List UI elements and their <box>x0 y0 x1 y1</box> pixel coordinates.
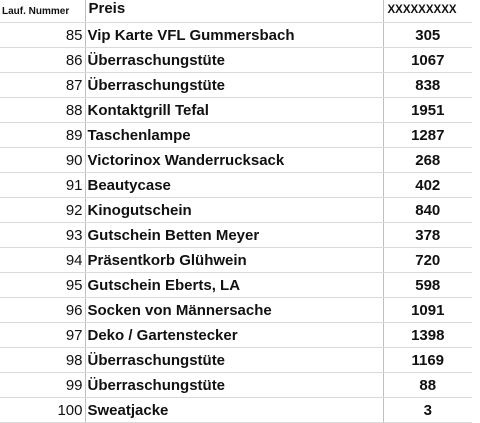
table-row: 98 Überraschungstüte 1169 <box>0 347 472 373</box>
cell-prize[interactable]: Deko / Gartenstecker <box>85 322 384 348</box>
cell-prize[interactable]: Gutschein Betten Meyer <box>85 222 384 248</box>
cell-value[interactable]: 88 <box>383 372 472 398</box>
cell-value[interactable]: 305 <box>383 22 472 48</box>
cell-prize[interactable]: Victorinox Wanderrucksack <box>85 147 384 173</box>
cell-number[interactable]: 86 <box>0 47 86 73</box>
table-row: 87 Überraschungstüte 838 <box>0 72 472 98</box>
table-row: 95 Gutschein Eberts, LA 598 <box>0 272 472 298</box>
table-row: 97 Deko / Gartenstecker 1398 <box>0 322 472 348</box>
cell-prize[interactable]: Überraschungstüte <box>85 347 384 373</box>
cell-number[interactable]: 87 <box>0 72 86 98</box>
cell-number[interactable]: 92 <box>0 197 86 223</box>
cell-prize[interactable]: Gutschein Eberts, LA <box>85 272 384 298</box>
cell-number[interactable]: 93 <box>0 222 86 248</box>
cell-value[interactable]: 840 <box>383 197 472 223</box>
cell-number[interactable]: 88 <box>0 97 86 123</box>
cell-prize[interactable]: Überraschungstüte <box>85 47 384 73</box>
table-row: 99 Überraschungstüte 88 <box>0 372 472 398</box>
cell-prize[interactable]: Überraschungstüte <box>85 72 384 98</box>
cell-value[interactable]: 1951 <box>383 97 472 123</box>
table-row: 85 Vip Karte VFL Gummersbach 305 <box>0 22 472 48</box>
header-lauf-nummer[interactable]: Lauf. Nummer <box>0 0 86 23</box>
cell-number[interactable]: 96 <box>0 297 86 323</box>
table-row: 88 Kontaktgrill Tefal 1951 <box>0 97 472 123</box>
table-row: 96 Socken von Männersache 1091 <box>0 297 472 323</box>
table-row: 90 Victorinox Wanderrucksack 268 <box>0 147 472 173</box>
cell-prize[interactable]: Überraschungstüte <box>85 372 384 398</box>
header-row: Lauf. Nummer Preis XXXXXXXXX <box>0 0 472 23</box>
cell-value[interactable]: 378 <box>383 222 472 248</box>
cell-value[interactable]: 720 <box>383 247 472 273</box>
cell-number[interactable]: 95 <box>0 272 86 298</box>
cell-prize[interactable]: Präsentkorb Glühwein <box>85 247 384 273</box>
cell-prize[interactable]: Vip Karte VFL Gummersbach <box>85 22 384 48</box>
cell-value[interactable]: 838 <box>383 72 472 98</box>
cell-value[interactable]: 1169 <box>383 347 472 373</box>
cell-value[interactable]: 402 <box>383 172 472 198</box>
cell-number[interactable]: 90 <box>0 147 86 173</box>
cell-value[interactable]: 3 <box>383 397 472 423</box>
table-row: 89 Taschenlampe 1287 <box>0 122 472 148</box>
cell-number[interactable]: 91 <box>0 172 86 198</box>
cell-number[interactable]: 85 <box>0 22 86 48</box>
table-row: 94 Präsentkorb Glühwein 720 <box>0 247 472 273</box>
cell-prize[interactable]: Socken von Männersache <box>85 297 384 323</box>
table-row: 86 Überraschungstüte 1067 <box>0 47 472 73</box>
cell-prize[interactable]: Kinogutschein <box>85 197 384 223</box>
table-row: 91 Beautycase 402 <box>0 172 472 198</box>
table-row: 100 Sweatjacke 3 <box>0 397 472 423</box>
table-row: 93 Gutschein Betten Meyer 378 <box>0 222 472 248</box>
cell-value[interactable]: 1091 <box>383 297 472 323</box>
cell-value[interactable]: 268 <box>383 147 472 173</box>
cell-value[interactable]: 1287 <box>383 122 472 148</box>
header-value[interactable]: XXXXXXXXX <box>383 0 472 23</box>
table-body: 85 Vip Karte VFL Gummersbach 305 86 Über… <box>0 22 472 423</box>
cell-number[interactable]: 89 <box>0 122 86 148</box>
cell-prize[interactable]: Taschenlampe <box>85 122 384 148</box>
cell-number[interactable]: 99 <box>0 372 86 398</box>
cell-prize[interactable]: Sweatjacke <box>85 397 384 423</box>
cell-number[interactable]: 97 <box>0 322 86 348</box>
cell-number[interactable]: 98 <box>0 347 86 373</box>
cell-prize[interactable]: Kontaktgrill Tefal <box>85 97 384 123</box>
cell-number[interactable]: 94 <box>0 247 86 273</box>
cell-value[interactable]: 598 <box>383 272 472 298</box>
cell-prize[interactable]: Beautycase <box>85 172 384 198</box>
cell-number[interactable]: 100 <box>0 397 86 423</box>
cell-value[interactable]: 1398 <box>383 322 472 348</box>
cell-value[interactable]: 1067 <box>383 47 472 73</box>
table-row: 92 Kinogutschein 840 <box>0 197 472 223</box>
header-preis[interactable]: Preis <box>85 0 384 23</box>
